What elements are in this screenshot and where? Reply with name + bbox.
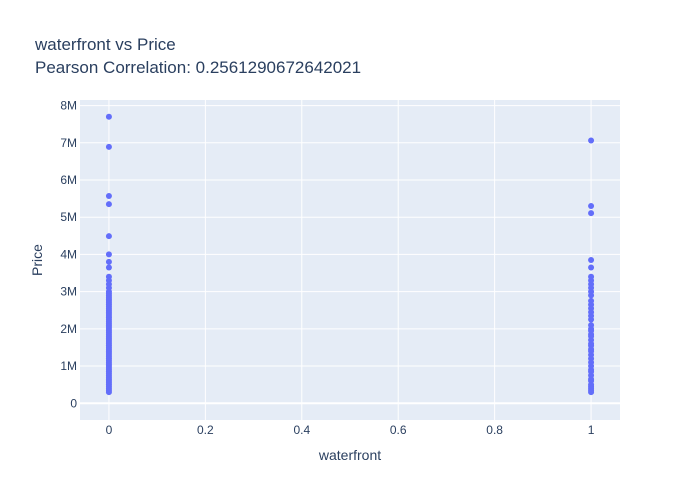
data-point xyxy=(588,316,595,323)
data-point xyxy=(105,143,112,150)
y-tick-label: 5M xyxy=(60,210,77,224)
data-point xyxy=(588,292,595,299)
data-point xyxy=(588,203,595,210)
data-point xyxy=(105,201,112,208)
y-tick-label: 1M xyxy=(60,359,77,373)
data-point xyxy=(588,389,595,396)
data-point xyxy=(105,251,112,258)
data-point xyxy=(588,137,595,144)
y-tick-label: 0 xyxy=(70,396,77,410)
data-point xyxy=(105,258,112,265)
y-tick-label: 3M xyxy=(60,285,77,299)
x-tick-label: 1 xyxy=(588,423,595,437)
y-tick-label: 4M xyxy=(60,247,77,261)
data-points xyxy=(105,113,595,396)
x-tick-labels: 0 0.2 0.4 0.6 0.8 1 xyxy=(106,423,595,437)
y-tick-label: 7M xyxy=(60,136,77,150)
y-tick-label: 2M xyxy=(60,322,77,336)
x-tick-label: 0 xyxy=(106,423,113,437)
y-tick-labels: 0 1M 2M 3M 4M 5M 6M 7M 8M xyxy=(60,99,77,411)
x-axis-label: waterfront xyxy=(318,447,381,463)
data-point xyxy=(105,233,112,240)
chart-title: waterfront vs Price xyxy=(34,35,176,54)
data-point xyxy=(105,113,112,120)
x-tick-label: 0.4 xyxy=(293,423,310,437)
data-point xyxy=(588,257,595,263)
y-tick-label: 8M xyxy=(60,99,77,113)
x-tick-label: 0.6 xyxy=(390,423,407,437)
data-point xyxy=(105,193,112,199)
x-tick-label: 0.8 xyxy=(486,423,503,437)
chart-subtitle: Pearson Correlation: 0.2561290672642021 xyxy=(35,58,361,77)
x-tick-label: 0.2 xyxy=(197,423,214,437)
data-point xyxy=(588,264,595,271)
data-point xyxy=(588,210,595,217)
data-point xyxy=(105,389,112,396)
plot-area xyxy=(80,100,620,420)
data-point xyxy=(105,264,112,271)
y-tick-label: 6M xyxy=(60,173,77,187)
grid-lines xyxy=(80,100,620,420)
y-axis-label: Price xyxy=(29,244,45,276)
